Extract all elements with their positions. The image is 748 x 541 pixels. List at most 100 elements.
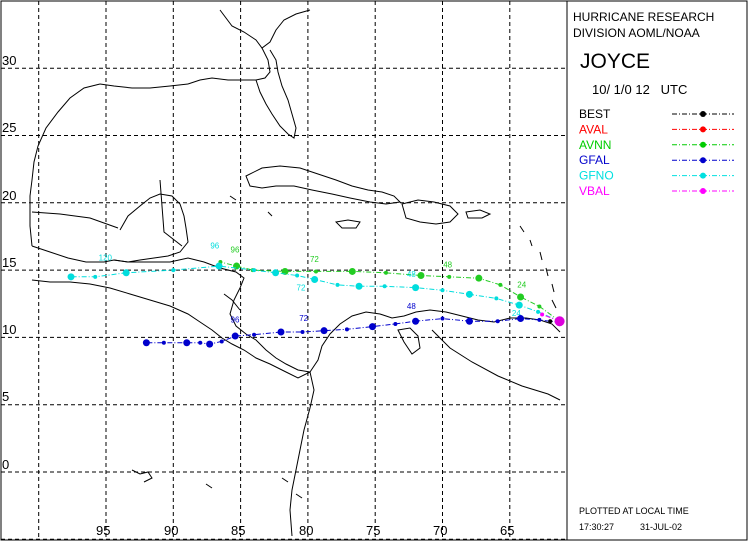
storm-name: JOYCE	[580, 50, 650, 73]
track-point-avnn	[281, 267, 289, 275]
legend-marker-gfno	[700, 172, 706, 179]
track-point-gfno	[412, 284, 420, 292]
track-hour-label-gfno: 48	[407, 270, 416, 279]
lat-label-5: 5	[2, 389, 9, 404]
lon-label-95: 95	[96, 523, 110, 538]
org-line-2: DIVISION AOML/NOAA	[573, 26, 700, 40]
track-point-gfno	[355, 282, 363, 290]
track-line-gfal	[146, 318, 560, 345]
plot-time: 17:30:27	[579, 522, 614, 532]
track-hour-label-gfno: 96	[210, 242, 219, 251]
track-point-gfal	[465, 317, 473, 325]
track-point-gfno	[252, 268, 257, 273]
track-point-avnn	[537, 304, 542, 309]
track-point-avnn	[417, 271, 425, 279]
plot-date: 31-JUL-02	[640, 522, 682, 532]
track-point-vbal	[540, 312, 545, 317]
track-point-gfal	[320, 327, 328, 335]
track-point-gfal	[142, 339, 150, 347]
legend-label-avnn: AVNN	[579, 138, 611, 152]
track-point-gfal	[393, 321, 398, 326]
legend-label-aval: AVAL	[579, 122, 608, 136]
analysis-datetime: 10/ 1/0 12 UTC	[592, 82, 687, 97]
track-point-gfal	[277, 328, 285, 336]
track-point-gfno	[382, 284, 387, 289]
legend-label-vbal: VBAL	[579, 184, 610, 198]
track-point-gfal	[344, 327, 349, 332]
forecast-tracks: 24 48 72 96 24 48 72 96 120 48 72 96	[67, 242, 565, 348]
track-point-avnn	[475, 274, 483, 282]
track-point-avnn	[498, 282, 503, 287]
lat-label-0: 0	[2, 457, 9, 472]
legend-marker-vbal	[700, 188, 706, 194]
track-point-gfno	[515, 301, 523, 309]
track-point-gfno	[494, 296, 499, 301]
track-point-avnn	[383, 270, 388, 275]
track-hour-label-avnn: 24	[517, 281, 526, 290]
track-point-gfal	[495, 319, 500, 324]
lat-lon-grid	[1, 1, 567, 540]
track-point-gfno	[215, 262, 223, 270]
track-point-gfal	[231, 332, 239, 340]
track-hour-label-gfal: 72	[299, 314, 308, 323]
track-point-avnn	[517, 293, 525, 301]
track-point-gfal	[300, 330, 305, 335]
track-point-gfal	[252, 332, 257, 337]
track-point-gfal	[517, 315, 525, 323]
lon-label-80: 80	[299, 523, 313, 538]
lat-label-10: 10	[2, 322, 16, 337]
current-position-marker	[554, 316, 565, 327]
track-point-gfal	[198, 340, 203, 345]
lat-label-15: 15	[2, 255, 16, 270]
track-point-gfal	[537, 317, 542, 322]
legend-label-gfno: GFNO	[579, 169, 614, 183]
track-point-gfal	[440, 316, 445, 321]
track-point-gfno	[295, 273, 300, 278]
track-hour-label-avnn: 48	[443, 260, 452, 269]
track-point-gfal	[206, 340, 214, 348]
lat-label-30: 30	[2, 53, 16, 68]
lon-label-65: 65	[500, 523, 514, 538]
lon-label-85: 85	[231, 523, 245, 538]
track-point-gfal	[183, 339, 191, 347]
track-point-gfno	[335, 282, 340, 287]
plotted-note: PLOTTED AT LOCAL TIME	[579, 506, 689, 516]
track-hour-label-gfno: 24	[512, 309, 521, 318]
track-hour-label-gfal: 96	[231, 316, 240, 325]
track-point-gfno	[272, 269, 280, 277]
track-hour-label-avnn: 72	[310, 255, 319, 264]
legend-marker-gfal	[700, 157, 706, 164]
lat-label-20: 20	[2, 188, 16, 203]
track-point-gfno	[465, 290, 473, 298]
lon-label-70: 70	[433, 523, 447, 538]
legend-label-gfal: GFAL	[579, 153, 610, 167]
lon-label-75: 75	[366, 523, 380, 538]
header-panel: HURRICANE RESEARCH DIVISION AOML/NOAA JO…	[573, 10, 714, 97]
track-hour-label-avnn: 96	[231, 246, 240, 255]
track-point-gfno	[171, 268, 176, 273]
track-point-best	[548, 319, 553, 324]
track-point-gfal	[161, 340, 166, 345]
track-hour-label-gfno: 120	[99, 254, 113, 263]
track-hour-label-gfno: 72	[297, 283, 306, 292]
track-point-gfno	[122, 269, 130, 277]
track-point-avnn	[348, 267, 356, 275]
track-point-gfno	[67, 273, 75, 281]
track-point-avnn	[313, 269, 318, 274]
footer-panel: PLOTTED AT LOCAL TIME 17:30:27 31-JUL-02	[579, 506, 689, 532]
track-point-gfno	[536, 309, 541, 314]
track-point-avnn	[233, 262, 241, 270]
legend-marker-best	[700, 111, 706, 117]
track-hour-label-gfal: 48	[407, 302, 416, 311]
track-point-gfal	[412, 317, 420, 325]
lat-label-25: 25	[2, 120, 16, 135]
track-point-gfno	[440, 288, 445, 293]
latitude-labels: 30 25 20 15 10 5 0	[2, 53, 16, 472]
legend-marker-aval	[700, 126, 706, 133]
track-point-gfno	[93, 274, 98, 279]
longitude-labels: 95 90 85 80 75 70 65	[96, 523, 514, 538]
track-point-gfal	[219, 339, 224, 344]
track-point-avnn	[447, 274, 452, 279]
lon-label-90: 90	[164, 523, 178, 538]
